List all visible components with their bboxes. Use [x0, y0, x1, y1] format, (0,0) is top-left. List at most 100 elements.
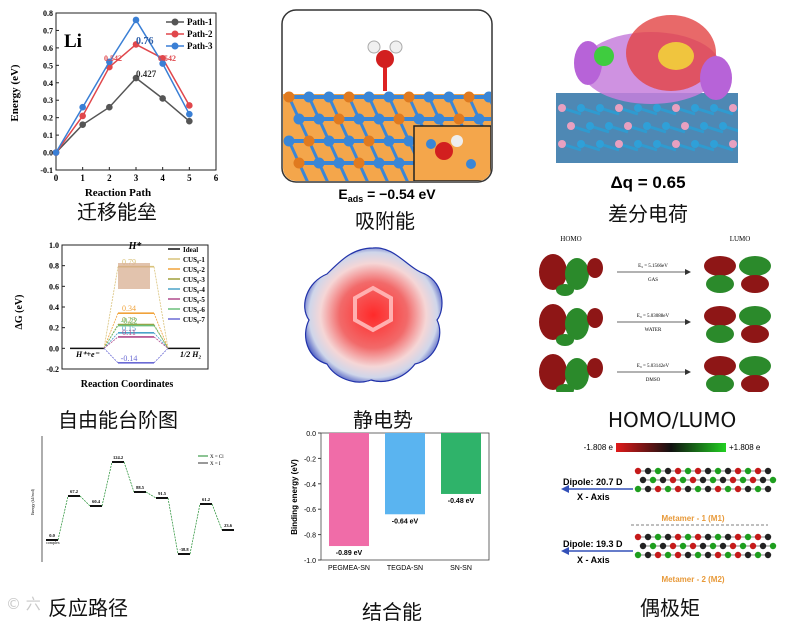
y-tick-label: 0.4 — [43, 79, 53, 88]
data-point — [186, 110, 193, 118]
caption-binding: 结合能 — [362, 600, 422, 624]
lattice-atom — [353, 113, 365, 125]
inset-view — [413, 125, 491, 181]
atom — [644, 551, 652, 559]
atom — [764, 533, 772, 541]
atom — [764, 467, 772, 475]
data-point — [132, 74, 140, 82]
atom — [704, 467, 712, 475]
bar-value-label: -0.48 eV — [448, 498, 475, 505]
reaction-value: -38.8 — [179, 547, 189, 552]
atom — [644, 467, 652, 475]
x-tick-label: 5 — [187, 173, 192, 183]
data-point — [159, 60, 166, 67]
homo-orbital-2 — [539, 304, 603, 346]
atom — [684, 551, 692, 559]
atom — [694, 533, 702, 541]
atom — [674, 467, 682, 475]
legend-entry: CUS₀-3 — [183, 276, 205, 284]
atom — [689, 476, 697, 484]
reaction-value: 61.2 — [202, 497, 211, 502]
atom — [769, 476, 777, 484]
reaction-value: 60.4 — [92, 499, 101, 504]
peak-label-path-2-right: 0.542 — [158, 54, 176, 63]
atom — [669, 476, 677, 484]
y-tick-label: 0.5 — [43, 61, 53, 70]
atom — [664, 533, 672, 541]
lattice-atom — [577, 140, 585, 148]
lattice-atom — [353, 157, 365, 169]
bar-sn-sn — [441, 433, 481, 494]
lattice-atom — [293, 157, 305, 169]
lattice-atom — [393, 157, 405, 169]
oxygen-atom — [376, 50, 394, 68]
m2-name: Metamer - 2 (M2) — [661, 575, 724, 584]
caption-adsorption: 吸附能 — [355, 209, 415, 233]
x-tick-label: 1 — [80, 173, 85, 183]
hydrogen-atom-2 — [389, 40, 403, 54]
lattice-atom — [567, 122, 575, 130]
atom — [759, 476, 767, 484]
migration-chart: 0 1 2 3 4 5 6 -0.1 0.0 0.1 0.2 0.3 0.4 0.5 0.6 0.7 0.8 L… — [9, 9, 219, 197]
medium-label: WATER — [645, 328, 662, 333]
lattice-atom — [634, 140, 642, 148]
m1-dipole-label: Dipole: 20.7 D — [563, 477, 623, 487]
atom — [759, 542, 767, 550]
category-label: TEGDA-SN — [387, 565, 423, 572]
data-point — [106, 103, 113, 111]
lattice-atom — [596, 104, 604, 112]
caption-reaction-path: 反应路径 — [48, 596, 128, 620]
x-tick-label: 2 — [107, 173, 112, 183]
atom — [704, 551, 712, 559]
lattice-atom — [403, 91, 415, 103]
series-line-2 — [55, 43, 190, 153]
watermark: © 六 — [6, 595, 41, 613]
lattice-atom — [433, 113, 445, 125]
y-tick-label: 1.0 — [49, 241, 59, 250]
lattice-atom — [383, 135, 395, 147]
free-energy-ylabel: ΔG (eV) — [14, 295, 25, 330]
legend-marker-path-2 — [171, 30, 179, 38]
lattice-atom — [373, 113, 385, 125]
atom — [679, 542, 687, 550]
y-tick-label: 0.6 — [49, 282, 59, 291]
lattice-atom — [558, 140, 566, 148]
binding-ylabel: Binding energy (eV) — [290, 459, 299, 535]
lumo-orbital-2 — [704, 306, 771, 343]
lattice-atom — [333, 157, 345, 169]
data-point — [79, 112, 86, 120]
lattice-atom — [283, 135, 295, 147]
atom — [754, 551, 762, 559]
y-tick-label: 0.8 — [49, 262, 59, 271]
m1-axis-label: X - Axis — [577, 492, 610, 502]
data-point — [79, 103, 86, 111]
lattice-atom — [672, 140, 680, 148]
migration-legend: Path-1 Path-2 Path-3 — [166, 17, 213, 51]
legend-entry: CUS₀-6 — [183, 306, 205, 314]
y-tick-label: 0.3 — [43, 96, 53, 105]
x-tick-label: 6 — [214, 173, 219, 183]
esp-surface — [304, 247, 443, 383]
atom — [644, 485, 652, 493]
lattice-atom — [483, 91, 491, 103]
energy-level-label: -0.22 — [121, 317, 138, 326]
atom — [694, 551, 702, 559]
x-tick-label: 4 — [160, 173, 165, 183]
atom — [639, 476, 647, 484]
lattice-atom — [729, 140, 737, 148]
atom — [744, 485, 752, 493]
data-point — [186, 117, 193, 125]
charge-difference-structure: Δq = 0.65 — [556, 15, 738, 192]
legend-entry: CUS₀-4 — [183, 286, 205, 294]
legend-x-cl: X = Cl — [210, 455, 224, 460]
free-energy-chart: -0.20.00.20.40.60.81.0 0.790.340.230.15-… — [14, 241, 209, 390]
lattice-atom — [577, 104, 585, 112]
legend-path-3: Path-3 — [187, 41, 213, 51]
data-point — [106, 58, 113, 66]
peak-label-path-1: 0.427 — [136, 69, 157, 79]
adsorption-energy-label: Eads = −0.54 eV — [338, 186, 436, 204]
lattice-atom — [373, 157, 385, 169]
atom — [634, 467, 642, 475]
lattice-atom — [691, 104, 699, 112]
atom — [744, 551, 752, 559]
